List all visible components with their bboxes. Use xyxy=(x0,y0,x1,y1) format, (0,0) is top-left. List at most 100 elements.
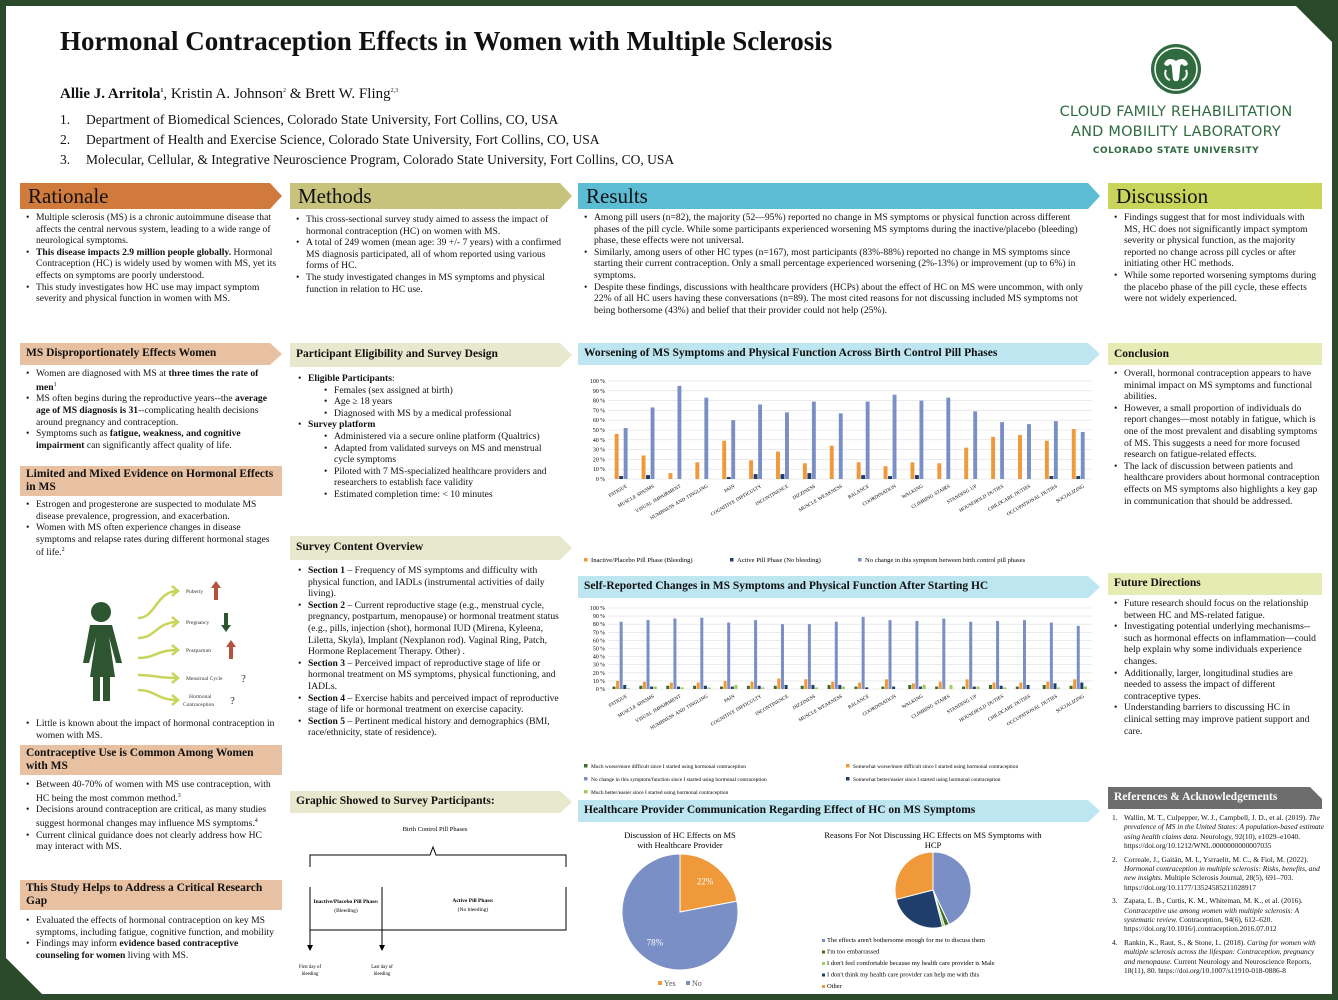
bar xyxy=(922,684,926,689)
curved-arrow-icon xyxy=(137,688,179,702)
bar xyxy=(914,475,919,479)
x-tick-label: Socializing xyxy=(1054,481,1086,505)
y-tick-label: 70 % xyxy=(593,630,605,636)
pie-slice xyxy=(932,851,972,926)
bar xyxy=(804,679,808,689)
text-segment: Symptoms such as xyxy=(36,428,110,440)
legend-label: I don't think my health care provider ca… xyxy=(827,972,980,979)
stage-label: Hormonal xyxy=(189,694,212,700)
pie-data-label: 78% xyxy=(647,937,664,947)
bar xyxy=(646,620,650,689)
bar xyxy=(838,413,843,479)
bar xyxy=(807,473,812,479)
bar xyxy=(1049,622,1053,689)
bar xyxy=(639,685,643,689)
first-day-label: First day of xyxy=(299,965,322,970)
bar xyxy=(653,686,657,689)
legend-swatch xyxy=(822,962,825,965)
bar xyxy=(650,407,655,479)
hc-change-bar-chart: 0 % 10 % 20 % 30 % 40 % 50 % 60 % 70 % 80 % 90 % 1… xyxy=(584,606,1092,796)
text-segment: Section 4 xyxy=(308,692,346,704)
bar xyxy=(881,686,885,689)
text-segment: Section 5 xyxy=(308,715,346,727)
legend-swatch xyxy=(658,981,662,985)
bullet-item: Women are diagnosed with MS at three tim… xyxy=(22,368,278,393)
bullet-item: Similarly, among users of other HC types… xyxy=(580,247,1092,282)
bar xyxy=(807,624,811,689)
bar xyxy=(677,686,681,689)
bar xyxy=(1076,625,1080,689)
bar xyxy=(861,616,865,689)
bar xyxy=(865,687,869,689)
text-segment: Survey platform xyxy=(308,419,376,431)
affiliation: 3. Molecular, Cellular, & Integrative Neu… xyxy=(60,150,674,170)
bar xyxy=(1046,681,1050,689)
text-segment: Zapata, L. B., Curtis, K. M., Whiteman, … xyxy=(1124,896,1303,906)
legend-swatch xyxy=(730,558,734,562)
text-segment: & Brett W. Fling xyxy=(286,86,391,102)
bullet-item: Investigating potential underlying mecha… xyxy=(1110,621,1320,667)
ms-disprop-bullets: Women are diagnosed with MS at three tim… xyxy=(22,368,278,451)
bullet-item: Evaluated the effects of hormonal contra… xyxy=(22,915,278,938)
stage-label: Contraception xyxy=(183,702,214,708)
future-bullets: Future research should focus on the rela… xyxy=(1110,598,1320,737)
rationale-header: Rationale xyxy=(20,183,282,209)
sub-bullet-item: Females (sex assigned at birth) xyxy=(308,385,564,397)
bar xyxy=(973,411,978,479)
last-day-label: Last day of xyxy=(371,965,393,970)
bar xyxy=(1080,682,1084,689)
text-segment: – Perceived impact of reproductive stage… xyxy=(308,657,556,692)
eligibility-header: Participant Eligibility and Survey Desig… xyxy=(290,343,572,367)
bar xyxy=(949,684,953,689)
y-tick-label: 20 % xyxy=(593,457,605,463)
sub-bullet-item: Estimated completion time: < 10 minutes xyxy=(308,489,564,501)
bar xyxy=(884,679,888,689)
bullet-item: Section 4 – Exercise habits and perceive… xyxy=(294,693,566,716)
pie1-title: with Healthcare Provider xyxy=(637,840,723,850)
bar xyxy=(773,685,777,689)
bullet-item: Despite these findings, discussions with… xyxy=(580,282,1092,317)
legend-swatch xyxy=(584,558,588,562)
bar xyxy=(1083,686,1087,689)
arrow-head-icon xyxy=(171,644,180,656)
bar xyxy=(992,682,996,689)
curved-arrow-icon xyxy=(137,589,179,620)
affiliation-text: Department of Biomedical Sciences, Color… xyxy=(86,112,559,127)
inactive-label: Inactive/Placebo Pill Phase: xyxy=(313,899,378,905)
bar xyxy=(619,621,623,689)
text-segment: Eligible Participants xyxy=(308,373,392,384)
y-tick-label: 30 % xyxy=(593,663,605,669)
results-header: Results xyxy=(578,183,1100,209)
superscript: 2,3 xyxy=(390,88,399,94)
bar xyxy=(1042,684,1046,689)
bar xyxy=(802,463,807,479)
bar xyxy=(641,455,646,479)
bar xyxy=(919,400,924,479)
bar xyxy=(892,686,896,689)
chart1-header: Worsening of MS Symptoms and Physical Fu… xyxy=(578,343,1100,365)
x-tick-label: Pain xyxy=(722,481,737,495)
lab-logo: CLOUD FAMILY REHABILITATION AND MOBILITY… xyxy=(1036,42,1316,156)
affiliation-number: 2. xyxy=(60,132,71,147)
pie1-title: Discussion of HC Effects on MS xyxy=(624,830,736,840)
legend-swatch xyxy=(822,973,825,977)
methods-header: Methods xyxy=(290,183,572,209)
text-segment: Correale, J., Gaitán, M. I., Ysrraelit, … xyxy=(1124,854,1309,864)
bullet-item: The lack of discussion between patients … xyxy=(1110,461,1320,507)
text-segment: Section 1 xyxy=(308,565,346,576)
eligibility-bullets: Eligible Participants:Females (sex assig… xyxy=(294,373,564,501)
bar xyxy=(1071,429,1076,479)
y-tick-label: 40 % xyxy=(593,438,605,444)
bar xyxy=(962,686,965,689)
bullet-item: Eligible Participants:Females (sex assig… xyxy=(294,373,564,419)
bar xyxy=(1027,424,1031,479)
text-segment: Wallin, M. T., Culpepper, W. J., Campbel… xyxy=(1124,813,1309,822)
bar xyxy=(942,618,946,689)
curved-arrow-icon xyxy=(137,648,179,660)
pie-data-label: 22% xyxy=(697,877,714,887)
text-segment: Multiple Sclerosis Journal, 28(5), 691–7… xyxy=(1124,873,1294,892)
bar xyxy=(888,476,892,479)
bar xyxy=(831,681,835,689)
reference-number: 3. xyxy=(1112,896,1118,906)
